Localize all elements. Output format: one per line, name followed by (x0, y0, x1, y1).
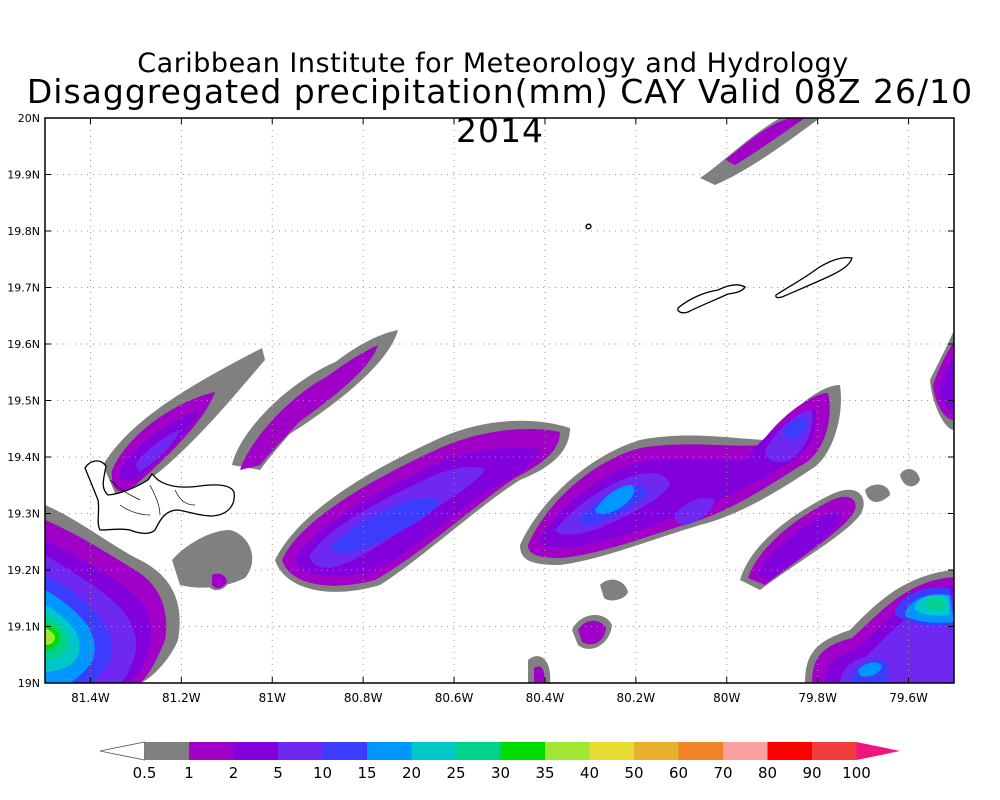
lon-tick-label: 80.8W (344, 691, 383, 705)
island-grand-cayman (84, 460, 235, 535)
lat-tick-label: 19.6N (7, 338, 40, 351)
lat-tick-label: 19N (18, 677, 40, 690)
axis-ticks (45, 117, 954, 684)
lat-tick-label: 19.8N (7, 225, 40, 238)
lat-tick-label: 19.2N (7, 564, 40, 577)
grid-lines (45, 118, 954, 683)
legend-swatch (278, 742, 323, 760)
lon-tick-label: 81.4W (71, 691, 110, 705)
lon-tick-label: 80W (713, 691, 740, 705)
island-cayman-brac (775, 256, 853, 299)
legend-swatch (411, 742, 456, 760)
legend-swatch (144, 742, 189, 760)
legend-swatch-below-min (99, 741, 145, 761)
precip-cell-small-4 (865, 484, 890, 502)
lon-tick-label: 80.4W (526, 691, 565, 705)
legend-swatch-above-max (856, 742, 900, 760)
legend-label: 10 (313, 764, 332, 782)
legend-label: 100 (842, 764, 871, 782)
legend-label: 80 (758, 764, 777, 782)
islands (84, 223, 853, 535)
island-islet (585, 223, 592, 230)
latitude-labels: 19N 19.1N 19.2N 19.3N 19.4N 19.5N 19.6N 19.7N 19… (7, 112, 40, 690)
legend-label: 50 (624, 764, 643, 782)
lat-tick-label: 19.5N (7, 395, 40, 408)
legend-label: 20 (402, 764, 421, 782)
legend-label: 2 (229, 764, 239, 782)
grand-cayman-detail (109, 479, 196, 516)
lon-tick-label: 79.6W (889, 691, 928, 705)
legend-swatch (634, 742, 679, 760)
legend-swatch (456, 742, 501, 760)
lat-tick-label: 19.7N (7, 282, 40, 295)
chart-title-institute: Caribbean Institute for Meteorology and … (137, 48, 849, 79)
lon-tick-label: 81.2W (162, 691, 201, 705)
legend-label: 60 (669, 764, 688, 782)
legend-labels: 0.5 1 2 5 10 15 20 25 30 35 40 50 60 70 80 90 100 (133, 764, 871, 782)
legend-swatch (767, 742, 812, 760)
precip-level-25mm (45, 597, 946, 660)
legend-swatch (233, 742, 278, 760)
precip-level-35mm (45, 628, 55, 645)
island-little-cayman (677, 284, 746, 314)
lat-tick-label: 19.4N (7, 451, 40, 464)
legend-label: 25 (446, 764, 465, 782)
legend-label: 40 (580, 764, 599, 782)
precip-cell-small-5 (900, 468, 920, 487)
lat-tick-label: 19.9N (7, 169, 40, 182)
legend-label: 15 (357, 764, 376, 782)
longitude-labels: 81.4W 81.2W 81W 80.8W 80.6W 80.4W 80.2W 80W 79.8… (71, 691, 928, 705)
legend-label: 0.5 (133, 764, 157, 782)
lat-tick-label: 19.3N (7, 508, 40, 521)
legend-label: 30 (491, 764, 510, 782)
legend-label: 5 (273, 764, 283, 782)
legend-swatch (322, 742, 367, 760)
precip-cell-grand-cayman-south (172, 530, 253, 588)
lon-tick-label: 81W (259, 691, 286, 705)
legend-swatch (545, 742, 590, 760)
legend-label: 1 (184, 764, 194, 782)
legend-swatch (189, 742, 234, 760)
legend-swatch (367, 742, 412, 760)
legend-swatch (589, 742, 634, 760)
legend-swatch (678, 742, 723, 760)
lat-tick-label: 20N (18, 112, 40, 125)
precip-cell-top-north (700, 118, 820, 185)
precip-cell-small-1 (600, 579, 628, 601)
legend-label: 90 (802, 764, 821, 782)
lon-tick-label: 80.2W (617, 691, 656, 705)
lat-tick-label: 19.1N (7, 621, 40, 634)
chart-title-product: Disaggregated precipitation(mm) CAY Vali… (26, 72, 974, 150)
legend-swatch (723, 742, 768, 760)
legend-swatch (812, 742, 857, 760)
lon-tick-label: 80.6W (435, 691, 474, 705)
lon-tick-label: 79.8W (798, 691, 837, 705)
legend-swatch (500, 742, 545, 760)
legend-label: 70 (713, 764, 732, 782)
precip-color-legend (99, 741, 900, 761)
legend-label: 35 (535, 764, 554, 782)
precipitation-field (45, 118, 954, 683)
